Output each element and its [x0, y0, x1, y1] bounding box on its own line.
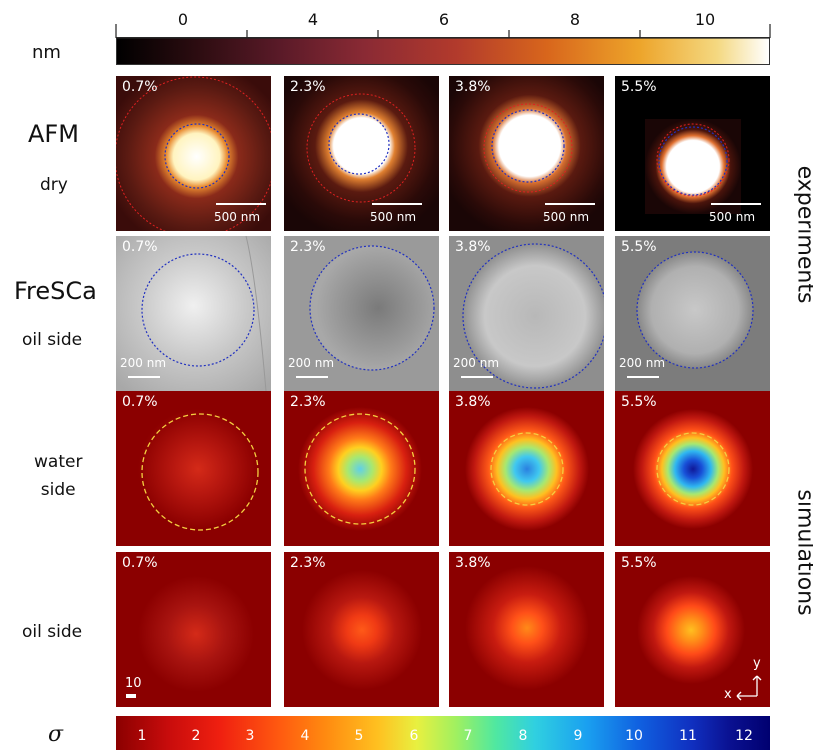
- sigma-tick-11: 11: [679, 728, 697, 744]
- fresca-pct-2.3: 2.3%: [290, 239, 326, 255]
- top-tick-8: 8: [569, 10, 581, 29]
- afm-scalebar-label-0: 500 nm: [214, 210, 261, 224]
- oil-tile-2.3: 2.3%: [284, 552, 439, 707]
- side-label-simulations: simulations: [792, 489, 813, 616]
- top-tick-6: 6: [438, 10, 450, 29]
- sigma-tick-10: 10: [625, 728, 643, 744]
- afm-scalebar-label-1: 500 nm: [370, 210, 417, 224]
- sigma-tick-7: 7: [463, 728, 473, 744]
- sigma-label: σ: [48, 722, 64, 747]
- oil-tile-0.7: 0.7% 10: [116, 552, 271, 707]
- sigma-tick-6: 6: [409, 728, 419, 744]
- fresca-scalebar-2: [461, 376, 493, 378]
- fresca-scalebar-label-2: 200 nm: [453, 356, 500, 370]
- axis-y-label: y: [753, 656, 761, 671]
- water-pct-2.3: 2.3%: [290, 394, 326, 410]
- water-pct-5.5: 5.5%: [621, 394, 657, 410]
- sim-scalebar-label: 10: [125, 676, 142, 691]
- afm-scalebar-1: [372, 203, 422, 205]
- afm-scalebar-2: [545, 203, 595, 205]
- axis-x-label: x: [724, 687, 732, 702]
- fresca-tile-2.3: 2.3% 200 nm: [284, 236, 439, 391]
- row-label-afm: AFM: [28, 120, 79, 148]
- fresca-tile-5.5: 5.5% 200 nm: [615, 236, 770, 391]
- fresca-scalebar-label-0: 200 nm: [120, 356, 167, 370]
- water-tile-3.8: 3.8%: [449, 391, 604, 546]
- afm-scalebar-0: [216, 203, 266, 205]
- row-sublabel-dry: dry: [40, 175, 68, 195]
- sim-scalebar: [126, 694, 136, 698]
- water-tile-2.3: 2.3%: [284, 391, 439, 546]
- top-colorbar-ticks: [115, 24, 771, 39]
- oil-pct-2.3: 2.3%: [290, 555, 326, 571]
- sigma-tick-8: 8: [518, 728, 528, 744]
- fresca-scalebar-label-3: 200 nm: [619, 356, 666, 370]
- fresca-pct-5.5: 5.5%: [621, 239, 657, 255]
- oil-tile-5.5: 5.5% x y: [615, 552, 770, 707]
- fresca-scalebar-label-1: 200 nm: [288, 356, 335, 370]
- fresca-scalebar-3: [627, 376, 659, 378]
- afm-tile-3.8: 3.8% 500 nm: [449, 76, 604, 231]
- top-tick-4: 4: [307, 10, 319, 29]
- oil-tile-3.8: 3.8%: [449, 552, 604, 707]
- top-tick-0: 0: [177, 10, 189, 29]
- afm-scalebar-label-2: 500 nm: [543, 210, 590, 224]
- oil-pct-3.8: 3.8%: [455, 555, 491, 571]
- fresca-scalebar-0: [128, 376, 160, 378]
- water-pct-3.8: 3.8%: [455, 394, 491, 410]
- fresca-tile-3.8: 3.8% 200 nm: [449, 236, 604, 391]
- afm-tile-0.7: 0.7% 500 nm: [116, 76, 271, 231]
- afm-pct-2.3: 2.3%: [290, 79, 326, 95]
- row-label-fresca: FreSCa: [14, 277, 97, 305]
- sigma-tick-3: 3: [245, 728, 255, 744]
- afm-pct-3.8: 3.8%: [455, 79, 491, 95]
- row-label-water-side: water side: [34, 452, 83, 500]
- afm-scalebar-3: [711, 203, 761, 205]
- sigma-tick-1: 1: [137, 728, 147, 744]
- row-sublabel-oil-side: oil side: [22, 330, 83, 350]
- afm-pct-5.5: 5.5%: [621, 79, 657, 95]
- afm-scalebar-label-3: 500 nm: [709, 210, 756, 224]
- fresca-tile-0.7: 0.7% 200 nm: [116, 236, 271, 391]
- fresca-scalebar-1: [296, 376, 328, 378]
- top-tick-10: 10: [694, 10, 716, 29]
- axes-indicator: [736, 675, 762, 701]
- sigma-tick-12: 12: [735, 728, 753, 744]
- colorbar-unit-nm: nm: [32, 42, 61, 63]
- oil-pct-5.5: 5.5%: [621, 555, 657, 571]
- oil-pct-0.7: 0.7%: [122, 555, 158, 571]
- row-label-oil-side: oil side: [22, 622, 83, 642]
- water-tile-0.7: 0.7%: [116, 391, 271, 546]
- sigma-tick-9: 9: [573, 728, 583, 744]
- top-colorbar: [116, 37, 770, 65]
- sigma-tick-5: 5: [354, 728, 364, 744]
- afm-tile-2.3: 2.3% 500 nm: [284, 76, 439, 231]
- afm-tile-5.5: 5.5% 500 nm: [615, 76, 770, 231]
- sigma-tick-2: 2: [191, 728, 201, 744]
- water-pct-0.7: 0.7%: [122, 394, 158, 410]
- sigma-tick-4: 4: [300, 728, 310, 744]
- sigma-colorbar: [116, 716, 770, 750]
- fresca-pct-3.8: 3.8%: [455, 239, 491, 255]
- water-tile-5.5: 5.5%: [615, 391, 770, 546]
- side-label-experiments: experiments: [792, 165, 813, 304]
- fresca-pct-0.7: 0.7%: [122, 239, 158, 255]
- afm-pct-0.7: 0.7%: [122, 79, 158, 95]
